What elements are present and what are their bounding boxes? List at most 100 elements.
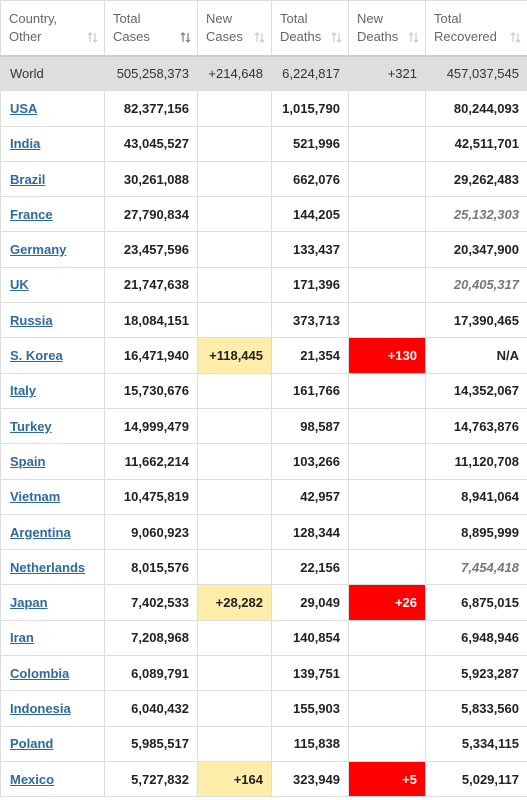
country-cell: Turkey (0, 407, 105, 445)
cell (197, 549, 272, 586)
sort-icon[interactable] (510, 31, 521, 43)
country-cell: S. Korea (0, 337, 105, 374)
cell (197, 266, 272, 304)
header-text: Total (280, 10, 308, 26)
cell: +164 (197, 760, 272, 798)
country-cell: Russia (0, 302, 105, 339)
country-link[interactable]: Italy (10, 383, 37, 399)
sort-icon[interactable] (87, 31, 98, 43)
country-cell: UK (0, 266, 105, 304)
header-text: New (206, 10, 233, 26)
header-text: Cases (113, 28, 150, 44)
country-row: Brazil 30,261,088 662,076 29,262,483 (0, 160, 527, 198)
country-link[interactable]: Netherlands (10, 559, 86, 575)
country-row: S. Korea 16,471,940 +118,445 21,354 +130 N/A (0, 337, 527, 374)
cell: 22,156 (271, 549, 349, 586)
header-row: Country, Other Total Cases New Cases Total Deat… (0, 0, 527, 57)
cell: 133,437 (271, 231, 349, 268)
cell: 662,076 (271, 160, 349, 198)
column-header[interactable]: New Deaths (348, 0, 426, 57)
country-cell: Argentina (0, 513, 105, 551)
cell: 6,089,791 (104, 655, 198, 692)
cell: 15,730,676 (104, 372, 198, 409)
cell: 144,205 (271, 196, 349, 233)
cell: 5,985,517 (104, 725, 198, 762)
country-link[interactable]: Mexico (10, 771, 55, 787)
country-link[interactable]: Spain (10, 453, 46, 469)
cell: 43,045,527 (104, 125, 198, 162)
sort-icon[interactable] (331, 31, 342, 43)
cell (348, 231, 426, 268)
country-row: Germany 23,457,596 133,437 20,347,900 (0, 231, 527, 268)
cell: 42,511,701 (425, 125, 527, 162)
country-link[interactable]: UK (10, 277, 29, 293)
country-link[interactable]: India (10, 136, 41, 152)
cell: 5,833,560 (425, 690, 527, 727)
cell: 521,996 (271, 125, 349, 162)
column-header[interactable]: Country, Other (0, 0, 105, 57)
country-cell: Iran (0, 619, 105, 657)
cell: 27,790,834 (104, 196, 198, 233)
cell (197, 443, 272, 480)
country-link[interactable]: USA (10, 100, 38, 116)
country-cell: Germany (0, 231, 105, 268)
cell: 161,766 (271, 372, 349, 409)
cell: +214,648 (197, 54, 272, 92)
cell (348, 725, 426, 762)
cell: 20,347,900 (425, 231, 527, 268)
cell: 8,895,999 (425, 513, 527, 551)
column-header[interactable]: Total Deaths (271, 0, 349, 57)
country-cell: Poland (0, 725, 105, 762)
cell: 8,941,064 (425, 478, 527, 515)
cell: 6,040,432 (104, 690, 198, 727)
cell (348, 478, 426, 515)
country-link[interactable]: France (10, 206, 53, 222)
cell: 17,390,465 (425, 302, 527, 339)
cell (197, 196, 272, 233)
country-link[interactable]: Turkey (10, 418, 52, 434)
country-row: Vietnam 10,475,819 42,957 8,941,064 (0, 478, 527, 515)
cell (197, 125, 272, 162)
country-cell: Spain (0, 443, 105, 480)
cell (348, 690, 426, 727)
country-link[interactable]: Indonesia (10, 700, 71, 716)
cell: 23,457,596 (104, 231, 198, 268)
column-header[interactable]: New Cases (197, 0, 272, 57)
cell (197, 655, 272, 692)
country-row: Russia 18,084,151 373,713 17,390,465 (0, 302, 527, 339)
country-cell: India (0, 125, 105, 162)
country-row: Mexico 5,727,832 +164 323,949 +5 5,029,117 (0, 760, 527, 798)
header-text: Deaths (357, 28, 399, 44)
country-cell: Mexico (0, 760, 105, 798)
column-header[interactable]: Total Cases (104, 0, 198, 57)
cell (348, 549, 426, 586)
country-link[interactable]: Poland (10, 736, 54, 752)
country-link[interactable]: Argentina (10, 524, 71, 540)
country-cell: USA (0, 90, 105, 127)
country-link[interactable]: Japan (10, 595, 48, 611)
cell: 10,475,819 (104, 478, 198, 515)
country-link[interactable]: Iran (10, 630, 34, 646)
cell: 5,923,287 (425, 655, 527, 692)
cell (348, 266, 426, 304)
sort-icon[interactable] (180, 31, 191, 43)
table-body: World 505,258,373 +214,648 6,224,817 +321 457… (0, 54, 527, 798)
country-link[interactable]: Vietnam (10, 489, 61, 505)
sort-icon[interactable] (254, 31, 265, 43)
cell: 25,132,303 (425, 196, 527, 233)
country-link[interactable]: Brazil (10, 171, 46, 187)
sort-icon[interactable] (408, 31, 419, 43)
cell: 5,334,115 (425, 725, 527, 762)
column-header[interactable]: Total Recovered (425, 0, 527, 57)
country-link[interactable]: Russia (10, 312, 53, 328)
cell (197, 407, 272, 445)
cell: +118,445 (197, 337, 272, 374)
country-row: Iran 7,208,968 140,854 6,948,946 (0, 619, 527, 657)
country-link[interactable]: Germany (10, 242, 67, 258)
country-row: Netherlands 8,015,576 22,156 7,454,418 (0, 549, 527, 586)
country-row: Colombia 6,089,791 139,751 5,923,287 (0, 655, 527, 692)
country-link[interactable]: S. Korea (10, 348, 63, 364)
country-link[interactable]: Colombia (10, 665, 70, 681)
cell: 9,060,923 (104, 513, 198, 551)
